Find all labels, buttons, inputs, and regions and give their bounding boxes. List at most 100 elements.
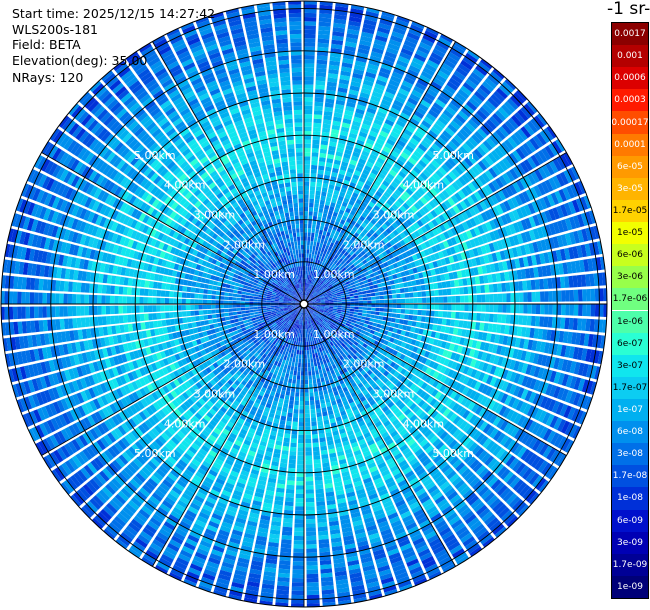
range-gate-cell [497, 283, 502, 293]
range-gate-cell [291, 586, 304, 591]
range-gate-cell [313, 207, 319, 213]
range-gate-cell [313, 463, 322, 469]
range-gate-cell [325, 94, 336, 100]
range-gate-cell [322, 230, 327, 236]
range-gate-cell [321, 266, 325, 271]
range-gate-cell [320, 403, 326, 409]
range-gate-cell [459, 304, 465, 311]
range-gate-cell [304, 362, 308, 368]
range-gate-cell [353, 202, 361, 209]
range-gate-cell [285, 493, 295, 498]
range-gate-cell [468, 136, 479, 148]
range-gate-cell [324, 102, 334, 108]
range-gate-cell [278, 564, 291, 570]
range-gate-cell [361, 222, 367, 228]
range-gate-cell [315, 186, 322, 192]
range-gate-cell [377, 219, 384, 226]
range-gate-cell [323, 273, 328, 278]
range-gate-cell [400, 151, 410, 160]
range-gate-cell [297, 341, 301, 346]
range-gate-cell [379, 295, 385, 300]
range-gate-cell [306, 283, 309, 288]
range-gate-cell [305, 443, 312, 448]
range-gate-cell [388, 154, 397, 162]
range-gate-cell [350, 8, 364, 15]
range-gate-cell [346, 266, 352, 272]
range-gate-cell [336, 250, 341, 256]
range-gate-cell [506, 98, 519, 110]
range-gate-cell [400, 314, 405, 319]
range-gate-cell [413, 304, 418, 309]
range-gate-cell [320, 282, 325, 286]
range-gate-cell [285, 373, 290, 379]
range-gate-cell [301, 329, 303, 334]
range-gate-cell [331, 128, 340, 135]
range-gate-cell [473, 112, 485, 124]
range-gate-cell [356, 288, 362, 293]
range-gate-cell [492, 283, 498, 293]
range-gate-cell [382, 244, 389, 251]
range-gate-cell [338, 270, 344, 275]
range-gate-cell [408, 157, 417, 166]
range-gate-cell [341, 234, 348, 240]
range-gate-cell [430, 209, 438, 218]
range-gate-cell [312, 442, 319, 448]
range-gate-cell [312, 280, 316, 286]
range-gate-cell [310, 408, 316, 414]
range-gate-cell [312, 292, 317, 296]
range-gate-cell [313, 286, 318, 291]
range-gate-cell [354, 298, 359, 301]
range-gate-cell [314, 287, 318, 292]
range-gate-cell [305, 291, 307, 296]
range-gate-cell [429, 175, 438, 185]
range-gate-cell [319, 441, 327, 447]
range-gate-cell [318, 255, 322, 261]
range-gate-cell [403, 164, 412, 172]
range-gate-cell [341, 201, 348, 208]
range-gate-cell [422, 205, 430, 214]
range-gate-cell [513, 131, 525, 144]
range-gate-cell [385, 209, 393, 217]
range-gate-cell [398, 216, 405, 224]
range-gate-cell [324, 301, 330, 303]
range-gate-cell [306, 573, 319, 579]
range-gate-cell [416, 219, 424, 228]
range-gate-cell [450, 99, 462, 110]
range-gate-cell [324, 268, 329, 274]
range-gate-cell [385, 187, 394, 195]
range-gate-cell [547, 277, 553, 289]
range-gate-cell [507, 117, 519, 130]
range-gate-cell [379, 183, 388, 191]
range-gate-cell [413, 202, 422, 210]
range-gate-cell [489, 134, 500, 146]
range-gate-cell [319, 270, 323, 275]
range-gate-cell [319, 251, 324, 257]
range-gate-cell [412, 315, 418, 321]
range-gate-cell [451, 73, 464, 85]
range-gate-cell [317, 290, 321, 294]
range-gate-cell [373, 118, 383, 126]
range-gate-cell [379, 18, 393, 27]
range-gate-cell [322, 243, 327, 249]
range-gate-cell [304, 97, 313, 102]
range-gate-cell [509, 95, 522, 108]
range-gate-cell [439, 66, 452, 77]
range-gate-cell [331, 263, 336, 268]
range-gate-cell [396, 208, 404, 216]
range-gate-cell [305, 489, 314, 494]
range-gate-cell [361, 287, 366, 292]
range-gate-cell [313, 237, 318, 242]
range-gate-cell [398, 88, 410, 97]
range-gate-cell [348, 20, 362, 27]
range-gate-cell [540, 304, 545, 315]
range-gate-cell [348, 313, 354, 317]
range-gate-cell [487, 74, 500, 86]
range-gate-cell [462, 82, 475, 93]
range-gate-cell [304, 257, 306, 262]
range-gate-cell [339, 238, 345, 244]
range-gate-cell [442, 311, 448, 318]
range-gate-cell [366, 67, 378, 75]
range-gate-cell [333, 307, 338, 309]
range-gate-cell [322, 213, 328, 219]
range-gate-cell [381, 205, 388, 213]
